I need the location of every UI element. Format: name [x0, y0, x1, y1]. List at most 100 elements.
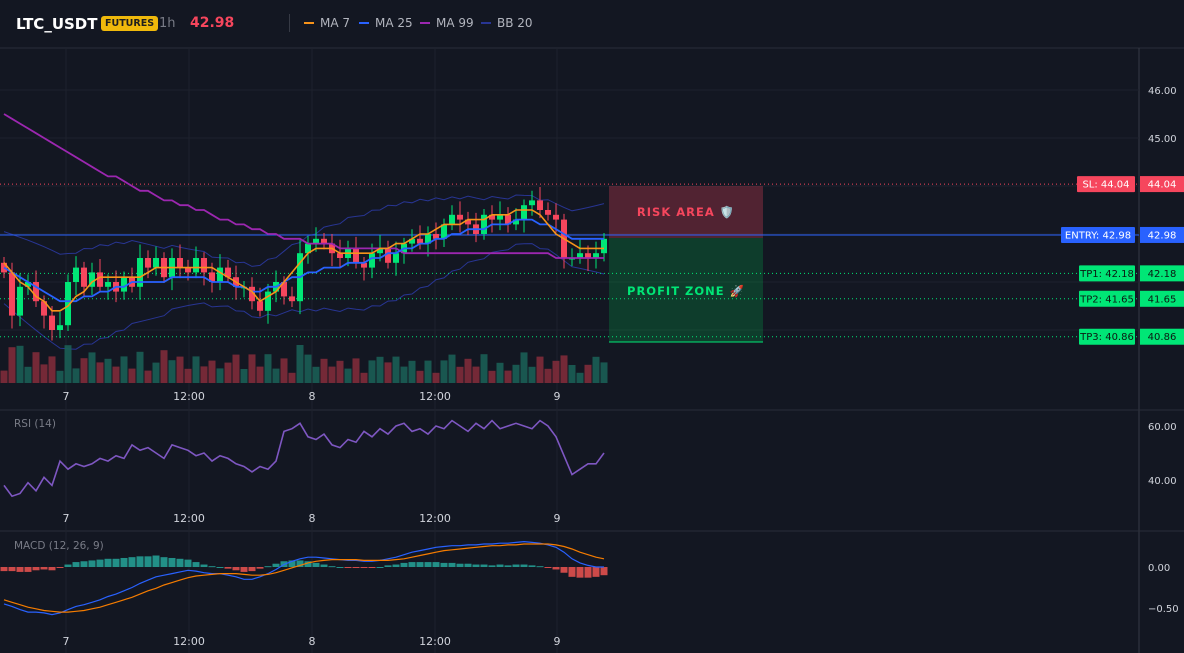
legend-bb20[interactable]: BB 20: [481, 16, 533, 30]
time-tick-label: 7: [63, 512, 70, 525]
candle-body: [97, 272, 103, 287]
entry-axis-box: [1140, 226, 1184, 243]
macd-histogram-bar: [88, 560, 96, 567]
volume-bar: [96, 362, 104, 383]
volume-bar: [232, 354, 240, 383]
macd-histogram-bar: [264, 566, 272, 568]
candle-body: [457, 214, 463, 220]
tp3-label-box: [1079, 328, 1135, 345]
chart-header: LTC_USDT FUTURES 1h 42.98 MA 7 MA 25 MA …: [0, 0, 1184, 48]
candle-body: [225, 267, 231, 278]
candle-body: [121, 277, 127, 292]
volume-bar: [72, 368, 80, 383]
volume-bar: [296, 345, 304, 383]
macd-histogram-bar: [336, 567, 344, 568]
volume-bar: [304, 354, 312, 383]
volume-bar: [280, 358, 288, 383]
volume-bar: [544, 368, 552, 383]
volume-bar: [216, 368, 224, 383]
time-tick-label: 12:00: [173, 635, 205, 648]
volume-bar: [272, 368, 280, 383]
legend-ma25[interactable]: MA 25: [359, 16, 413, 30]
volume-bar: [40, 364, 48, 383]
candle-body: [153, 258, 159, 268]
macd-histogram-bar: [424, 562, 432, 567]
macd-histogram-bar: [160, 557, 168, 567]
macd-histogram-bar: [104, 558, 112, 567]
symbol-label[interactable]: LTC_USDT: [16, 15, 98, 33]
candle-body: [353, 248, 359, 263]
candle-body: [545, 210, 551, 215]
macd-histogram-bar: [480, 564, 488, 567]
volume-bar: [376, 356, 384, 383]
volume-bar: [432, 372, 440, 383]
macd-histogram-bar: [304, 561, 312, 567]
candle-body: [185, 267, 191, 273]
macd-title: MACD (12, 26, 9): [14, 540, 104, 552]
candle-body: [145, 258, 151, 268]
macd-histogram-bar: [120, 557, 128, 567]
legend-label: MA 7: [320, 16, 351, 30]
candle-body: [177, 258, 183, 268]
moving-averages: [3, 113, 604, 312]
macd-histogram-bar: [600, 567, 608, 576]
candle-body: [305, 243, 311, 254]
sl-axis-box: [1140, 176, 1184, 193]
rsi-pane: 60.00 40.00: [3, 419, 1177, 498]
legend-ma99[interactable]: MA 99: [420, 16, 474, 30]
candle-body: [49, 315, 55, 330]
candle-body: [41, 301, 47, 316]
macd-histogram-bar: [32, 567, 40, 571]
candle-body: [217, 267, 223, 282]
candle-body: [17, 286, 23, 316]
macd-histogram-bar: [352, 567, 360, 568]
profit-zone[interactable]: [609, 238, 763, 342]
volume-bars: [0, 345, 608, 383]
tp3-axis-text: 40.86: [1148, 332, 1177, 343]
macd-histogram-bar: [504, 565, 512, 567]
entry-axis-text: 42.98: [1148, 230, 1177, 241]
volume-bar: [512, 364, 520, 383]
macd-histogram-bar: [24, 567, 32, 572]
candle-body: [257, 301, 263, 311]
macd-histogram-bar: [168, 557, 176, 567]
entry-label-text: ENTRY: 42.98: [1065, 230, 1131, 241]
candle-body: [201, 258, 207, 273]
volume-bar: [352, 358, 360, 383]
candle-body: [537, 200, 543, 210]
candle-body: [505, 214, 511, 225]
time-tick-label: 12:00: [419, 390, 451, 403]
legend-label: MA 25: [375, 16, 413, 30]
ma7-line: [3, 209, 604, 312]
volume-bar: [592, 356, 600, 383]
macd-histogram-bar: [8, 567, 16, 572]
rsi-title: RSI (14): [14, 418, 56, 430]
legend-label: MA 99: [436, 16, 474, 30]
macd-histogram-bar: [552, 567, 560, 570]
legend-ma7[interactable]: MA 7: [304, 16, 350, 30]
volume-bar: [400, 366, 408, 383]
volume-bar: [360, 372, 368, 383]
risk-area-zone[interactable]: [609, 186, 763, 238]
volume-bar: [488, 370, 496, 383]
candle-body: [409, 238, 415, 244]
volume-bar: [8, 347, 16, 383]
macd-histogram-bar: [216, 567, 224, 568]
volume-bar: [120, 356, 128, 383]
volume-bar: [560, 355, 568, 383]
macd-histogram-bar: [432, 562, 440, 567]
volume-bar: [0, 370, 8, 383]
volume-bar: [240, 369, 248, 383]
macd-histogram-bar: [528, 565, 536, 567]
macd-histogram-bar: [56, 567, 64, 568]
macd-histogram-bar: [192, 562, 200, 567]
candle-body: [601, 238, 607, 254]
bb-lower-line: [3, 243, 605, 350]
candle-body: [81, 267, 87, 287]
volume-bar: [160, 350, 168, 383]
candle-body: [193, 258, 199, 273]
timeframe-label[interactable]: 1h: [159, 16, 176, 31]
candle-body: [377, 248, 383, 254]
candle-body: [593, 253, 599, 258]
